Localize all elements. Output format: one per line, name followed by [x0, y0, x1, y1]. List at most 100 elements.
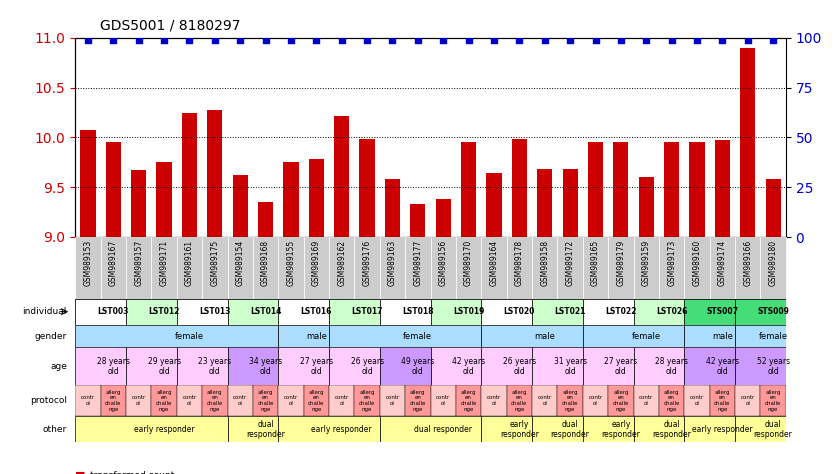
Bar [181, 113, 197, 237]
Bar [151, 385, 176, 416]
FancyBboxPatch shape [126, 237, 151, 299]
Bar [715, 140, 730, 237]
Text: allerg
en
challe
nge: allerg en challe nge [714, 390, 731, 412]
Text: GDS5001 / 8180297: GDS5001 / 8180297 [100, 19, 241, 33]
Bar [735, 416, 786, 442]
Text: dual
responder: dual responder [551, 419, 589, 439]
Text: LST012: LST012 [148, 307, 180, 316]
Point [107, 36, 120, 44]
Text: LST016: LST016 [301, 307, 332, 316]
Bar [431, 347, 482, 385]
Text: early
responder: early responder [601, 419, 640, 439]
Bar [735, 299, 786, 325]
Text: LST013: LST013 [199, 307, 231, 316]
Point [767, 36, 780, 44]
Bar [766, 179, 781, 237]
Text: allerg
en
challe
nge: allerg en challe nge [410, 390, 426, 412]
FancyBboxPatch shape [710, 237, 735, 299]
Text: contr
ol: contr ol [284, 395, 298, 406]
Text: allerg
en
challe
nge: allerg en challe nge [308, 390, 324, 412]
Point [436, 36, 450, 44]
Bar [329, 347, 380, 385]
Bar [634, 347, 685, 385]
Point [640, 36, 653, 44]
FancyBboxPatch shape [278, 237, 303, 299]
Text: gender: gender [34, 332, 67, 340]
Point [183, 36, 196, 44]
Text: GSM989163: GSM989163 [388, 240, 397, 286]
FancyBboxPatch shape [532, 237, 558, 299]
Text: 27 years
old: 27 years old [604, 357, 637, 376]
Point [208, 36, 222, 44]
Point [462, 36, 476, 44]
Text: LST020: LST020 [503, 307, 535, 316]
FancyBboxPatch shape [75, 237, 100, 299]
Bar [532, 416, 583, 442]
Bar [537, 169, 553, 237]
Bar [482, 299, 532, 325]
Text: GSM989173: GSM989173 [667, 240, 676, 286]
Bar [329, 299, 380, 325]
Text: allerg
en
challe
nge: allerg en challe nge [105, 390, 121, 412]
Bar [735, 325, 786, 347]
Text: contr
ol: contr ol [334, 395, 349, 406]
Text: contr
ol: contr ol [81, 395, 95, 406]
Text: LST022: LST022 [605, 307, 636, 316]
Text: contr
ol: contr ol [640, 395, 654, 406]
Point [284, 36, 298, 44]
Text: GSM989172: GSM989172 [566, 240, 574, 286]
Text: early
responder: early responder [500, 419, 539, 439]
Text: 34 years
old: 34 years old [249, 357, 283, 376]
Text: male: male [306, 332, 327, 340]
Bar [380, 385, 405, 416]
Bar [278, 385, 303, 416]
Text: early responder: early responder [134, 425, 195, 434]
Bar [380, 299, 431, 325]
Point [487, 36, 501, 44]
Text: 29 years
old: 29 years old [147, 357, 181, 376]
Text: allerg
en
challe
nge: allerg en challe nge [359, 390, 375, 412]
Bar [512, 139, 527, 237]
FancyBboxPatch shape [151, 237, 176, 299]
Text: LST014: LST014 [250, 307, 281, 316]
Point [741, 36, 754, 44]
FancyBboxPatch shape [380, 237, 405, 299]
Bar [227, 385, 252, 416]
Text: allerg
en
challe
nge: allerg en challe nge [613, 390, 629, 412]
Point [233, 36, 247, 44]
Text: allerg
en
challe
nge: allerg en challe nge [562, 390, 579, 412]
Text: contr
ol: contr ol [487, 395, 501, 406]
Bar [563, 169, 578, 237]
Text: GSM989170: GSM989170 [464, 240, 473, 286]
Point [81, 36, 94, 44]
Point [157, 36, 171, 44]
Text: GSM989153: GSM989153 [84, 240, 93, 286]
Bar [690, 143, 705, 237]
Text: GSM989174: GSM989174 [718, 240, 726, 286]
Bar [252, 385, 278, 416]
Bar [75, 299, 126, 325]
Text: GSM989160: GSM989160 [692, 240, 701, 286]
Text: 26 years
old: 26 years old [502, 357, 536, 376]
Text: GSM989164: GSM989164 [490, 240, 498, 286]
Bar [131, 170, 146, 237]
FancyBboxPatch shape [303, 237, 329, 299]
Bar [583, 385, 608, 416]
Point [259, 36, 273, 44]
Bar [482, 416, 532, 442]
Text: GSM989159: GSM989159 [642, 240, 650, 286]
Text: LST003: LST003 [98, 307, 129, 316]
Bar [75, 416, 227, 442]
FancyBboxPatch shape [176, 237, 202, 299]
Bar [176, 385, 202, 416]
Bar [278, 325, 329, 347]
Text: 42 years
old: 42 years old [452, 357, 485, 376]
Text: allerg
en
challe
nge: allerg en challe nge [511, 390, 528, 412]
Text: protocol: protocol [30, 396, 67, 405]
Text: early responder: early responder [692, 425, 752, 434]
Text: GSM989177: GSM989177 [413, 240, 422, 286]
FancyBboxPatch shape [761, 237, 786, 299]
Bar [685, 416, 735, 442]
Point [512, 36, 526, 44]
Bar [283, 163, 298, 237]
